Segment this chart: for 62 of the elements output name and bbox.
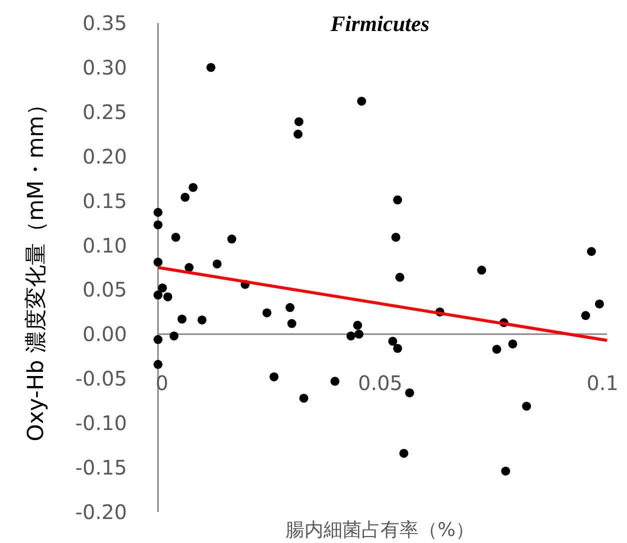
x-tick-label: 0.05 xyxy=(358,371,403,396)
point xyxy=(399,448,408,458)
point xyxy=(388,336,398,346)
point xyxy=(330,376,340,386)
x-tick-label: 0.1 xyxy=(586,371,618,396)
y-tick-label: -0.20 xyxy=(75,500,127,524)
y-tick-label: 0.15 xyxy=(82,188,127,213)
point xyxy=(180,192,190,202)
y-tick-label: -0.10 xyxy=(75,411,127,436)
y-tick-label: 0.00 xyxy=(82,322,127,346)
point xyxy=(287,319,296,328)
point xyxy=(522,402,532,411)
point xyxy=(262,308,272,318)
point xyxy=(188,182,198,192)
point xyxy=(391,232,400,242)
y-tick-label: 0.30 xyxy=(82,55,127,80)
point xyxy=(395,272,404,282)
point xyxy=(286,303,295,312)
chart-title: Firmicutes xyxy=(329,11,430,36)
point xyxy=(198,315,207,324)
point xyxy=(353,320,362,330)
y-tick-label: 0.10 xyxy=(82,233,127,258)
y-tick-label: 0.05 xyxy=(82,278,127,302)
point xyxy=(586,246,596,256)
point xyxy=(227,234,236,244)
point xyxy=(581,311,590,320)
point xyxy=(170,331,179,340)
point xyxy=(154,208,162,217)
point xyxy=(171,232,180,242)
point xyxy=(154,335,162,344)
point xyxy=(501,466,510,476)
point xyxy=(299,394,308,403)
point xyxy=(354,330,364,339)
y-tick-label: 0.20 xyxy=(82,144,127,168)
point xyxy=(594,299,604,308)
point xyxy=(154,258,162,267)
point xyxy=(154,360,162,369)
x-axis-title: 腸内細菌占有率（%） xyxy=(285,519,475,541)
point xyxy=(158,283,167,292)
point xyxy=(357,96,366,106)
point xyxy=(206,62,216,72)
y-tick-label: -0.15 xyxy=(75,456,127,480)
point xyxy=(184,263,194,272)
point xyxy=(508,339,518,348)
point xyxy=(393,344,402,353)
y-axis-title: Oxy-Hb 濃度変化量（mM・mm） xyxy=(24,94,49,442)
point xyxy=(270,372,279,382)
point xyxy=(294,117,304,126)
point xyxy=(477,266,486,275)
point xyxy=(492,344,502,354)
point xyxy=(212,259,222,268)
y-tick-label: 0.35 xyxy=(82,11,127,35)
point xyxy=(163,292,172,302)
point xyxy=(178,314,187,324)
point xyxy=(405,388,414,398)
point xyxy=(346,331,356,340)
point xyxy=(154,220,162,230)
point xyxy=(154,290,162,300)
point xyxy=(294,130,303,139)
point xyxy=(393,195,402,204)
y-tick-label: 0.25 xyxy=(82,100,127,124)
y-tick-label: -0.05 xyxy=(75,366,127,391)
